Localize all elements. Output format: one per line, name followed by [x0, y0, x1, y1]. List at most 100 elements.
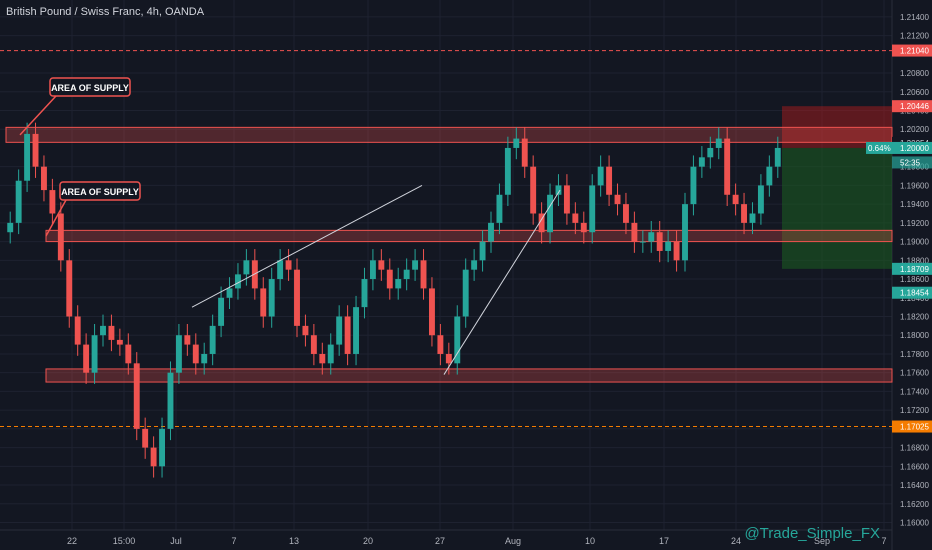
candle-body	[445, 353, 452, 364]
x-tick-label: Jul	[170, 536, 182, 546]
y-tick-label: 1.17600	[900, 369, 929, 378]
candle-body	[454, 316, 461, 364]
candle-body	[7, 222, 14, 233]
candle-body	[226, 288, 233, 298]
candle-body	[91, 335, 98, 373]
x-tick-label: 27	[435, 536, 445, 546]
candle-body	[715, 138, 722, 148]
price-label-bg	[892, 286, 932, 299]
y-tick-label: 1.18200	[900, 313, 929, 322]
x-tick-label: 10	[585, 536, 595, 546]
candle-body	[395, 279, 402, 289]
candle-body	[563, 185, 570, 214]
candle-body	[235, 274, 241, 289]
candle-body	[150, 447, 157, 467]
candle-body	[277, 260, 284, 280]
candle-body	[589, 185, 596, 233]
position-pct: 0.64%	[868, 144, 891, 153]
candle-body	[336, 316, 343, 345]
y-tick-label: 1.16200	[900, 500, 929, 509]
candle-body	[766, 166, 773, 186]
position-pct-bg	[866, 141, 892, 154]
price-label-text: 1.21040	[900, 47, 929, 56]
candle-body	[623, 204, 629, 223]
candle-body	[496, 194, 503, 223]
candle-body	[260, 288, 267, 317]
x-tick-label: 7	[881, 536, 886, 546]
candle-body	[15, 180, 22, 223]
candle-body	[707, 147, 714, 158]
price-label-text: 1.18454	[900, 289, 929, 298]
y-tick-label: 1.20600	[900, 88, 929, 97]
x-tick-label: Aug	[505, 536, 521, 546]
x-tick-label: 22	[67, 536, 77, 546]
candle-body	[218, 297, 225, 326]
callout-label: AREA OF SUPPLY	[61, 187, 139, 197]
candle-body	[403, 269, 410, 280]
candle-body	[201, 353, 208, 364]
y-tick-label: 1.18800	[900, 256, 929, 265]
y-tick-label: 1.19200	[900, 219, 929, 228]
candle-body	[429, 288, 435, 336]
candle-body	[24, 133, 31, 181]
x-tick-label: 24	[731, 536, 741, 546]
candle-body	[66, 260, 73, 317]
candle-body	[614, 194, 621, 205]
candle-body	[268, 279, 275, 317]
candle-body	[327, 344, 334, 364]
callout-box	[59, 181, 141, 201]
countdown-text: 52:35	[900, 158, 921, 167]
candle-body	[631, 222, 638, 242]
candle-body	[606, 166, 613, 195]
price-label-bg	[892, 420, 932, 433]
y-tick-label: 1.18600	[900, 275, 929, 284]
y-tick-label: 1.16600	[900, 462, 929, 471]
price-label-text: 1.18709	[900, 265, 929, 274]
candle-body	[504, 147, 511, 195]
candle-body	[555, 185, 562, 195]
candle-body	[741, 204, 747, 223]
y-tick-label: 1.19400	[900, 200, 929, 209]
x-tick-label: 13	[289, 536, 299, 546]
candle-body	[32, 133, 39, 167]
candle-body	[192, 344, 199, 364]
candle-body	[108, 325, 115, 340]
candle-body	[673, 241, 680, 261]
callout-box	[49, 77, 131, 97]
price-label-text: 1.17025	[900, 423, 929, 432]
candle-body	[513, 138, 520, 148]
candle-body	[420, 260, 427, 289]
candle-body	[133, 363, 140, 429]
candle-body	[597, 166, 604, 186]
price-label-bg	[892, 44, 932, 57]
candle-body	[243, 260, 250, 275]
callout-pointer	[19, 95, 57, 136]
y-axis-bg	[892, 0, 932, 550]
y-tick-label: 1.17400	[900, 387, 929, 396]
candle-body	[580, 222, 587, 233]
x-tick-label: 20	[363, 536, 373, 546]
price-label-text: 1.20000	[900, 144, 929, 153]
candle-body	[698, 157, 705, 167]
countdown-bg	[892, 156, 932, 169]
candle-body	[285, 260, 292, 270]
candle-body	[521, 138, 528, 167]
candle-body	[319, 353, 326, 364]
callout-label: AREA OF SUPPLY	[51, 83, 129, 93]
price-label-bg	[892, 262, 932, 275]
candle-body	[437, 335, 444, 354]
price-label-bg	[892, 141, 932, 154]
candle-body	[83, 344, 90, 373]
x-tick-label: Sep	[814, 536, 830, 546]
y-tick-label: 1.21400	[900, 13, 929, 22]
y-tick-label: 1.16000	[900, 519, 929, 528]
y-tick-label: 1.20800	[900, 69, 929, 78]
candle-body	[724, 138, 731, 195]
candle-body	[302, 325, 309, 336]
candle-body	[369, 260, 376, 280]
candle-body	[656, 232, 663, 251]
candle-body	[142, 428, 149, 448]
candle-body	[639, 241, 646, 243]
